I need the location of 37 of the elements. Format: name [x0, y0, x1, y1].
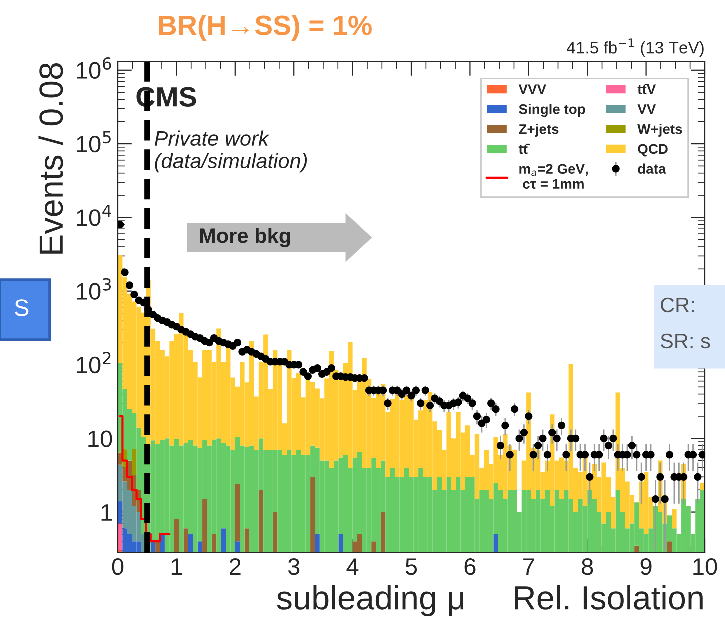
y-tick-label: 1 — [102, 504, 112, 521]
y-tick-label: 10 — [88, 430, 112, 448]
annotation: SR: s — [660, 334, 710, 349]
legend-label: Z+jets — [519, 124, 559, 138]
x-tick-label: 1 — [172, 558, 182, 575]
y-tick-label: 10$^{3}$ — [77, 278, 112, 300]
y-axis-title: Events / 0.08 — [38, 63, 64, 254]
x-tick-label: 3 — [288, 558, 300, 576]
legend-label: Single top — [519, 104, 586, 118]
x-tick-label: 10 — [694, 558, 718, 576]
annotation: CR: — [661, 298, 694, 313]
x-tick-label: 7 — [524, 558, 534, 575]
legend-label: tt̄V — [638, 84, 656, 94]
x-tick-label: 4 — [346, 558, 359, 575]
y-tick-label: 10$^{5}$ — [77, 131, 111, 153]
legend-label: m$_{a}$=2 GeV, cτ = 1mm — [520, 164, 588, 190]
legend-label: tt̄ — [518, 144, 530, 154]
x-tick-label: 0 — [112, 558, 124, 576]
text: S — [15, 300, 29, 316]
legend-label: W+jets — [638, 124, 682, 137]
y-tick-label: 10$^{6}$ — [77, 57, 112, 79]
x-tick-label: 2 — [230, 558, 241, 575]
legend-label: VVV — [518, 84, 546, 94]
y-tick-label: 10$^{4}$ — [77, 204, 112, 226]
x-tick-label: 6 — [464, 558, 476, 576]
y-tick-label: 10$^{2}$ — [77, 352, 111, 374]
legend-label: data — [638, 164, 666, 174]
x-tick-label: 8 — [582, 558, 594, 576]
x-axis-title: subleading μ Rel. Isolation — [277, 585, 703, 616]
text: 41.5 fb$^{−1}$ (13 TeV) — [567, 38, 704, 58]
chart-title: BR(H→SS) = 1% — [159, 15, 372, 41]
x-tick-label: 9 — [640, 558, 652, 576]
x-tick-label: 5 — [406, 558, 418, 576]
legend-label: QCD — [638, 144, 668, 157]
annotation: More bkg — [200, 228, 290, 248]
legend-label: VV — [638, 104, 656, 114]
ref-line-label: Private work (data/simulation) — [154, 130, 308, 173]
